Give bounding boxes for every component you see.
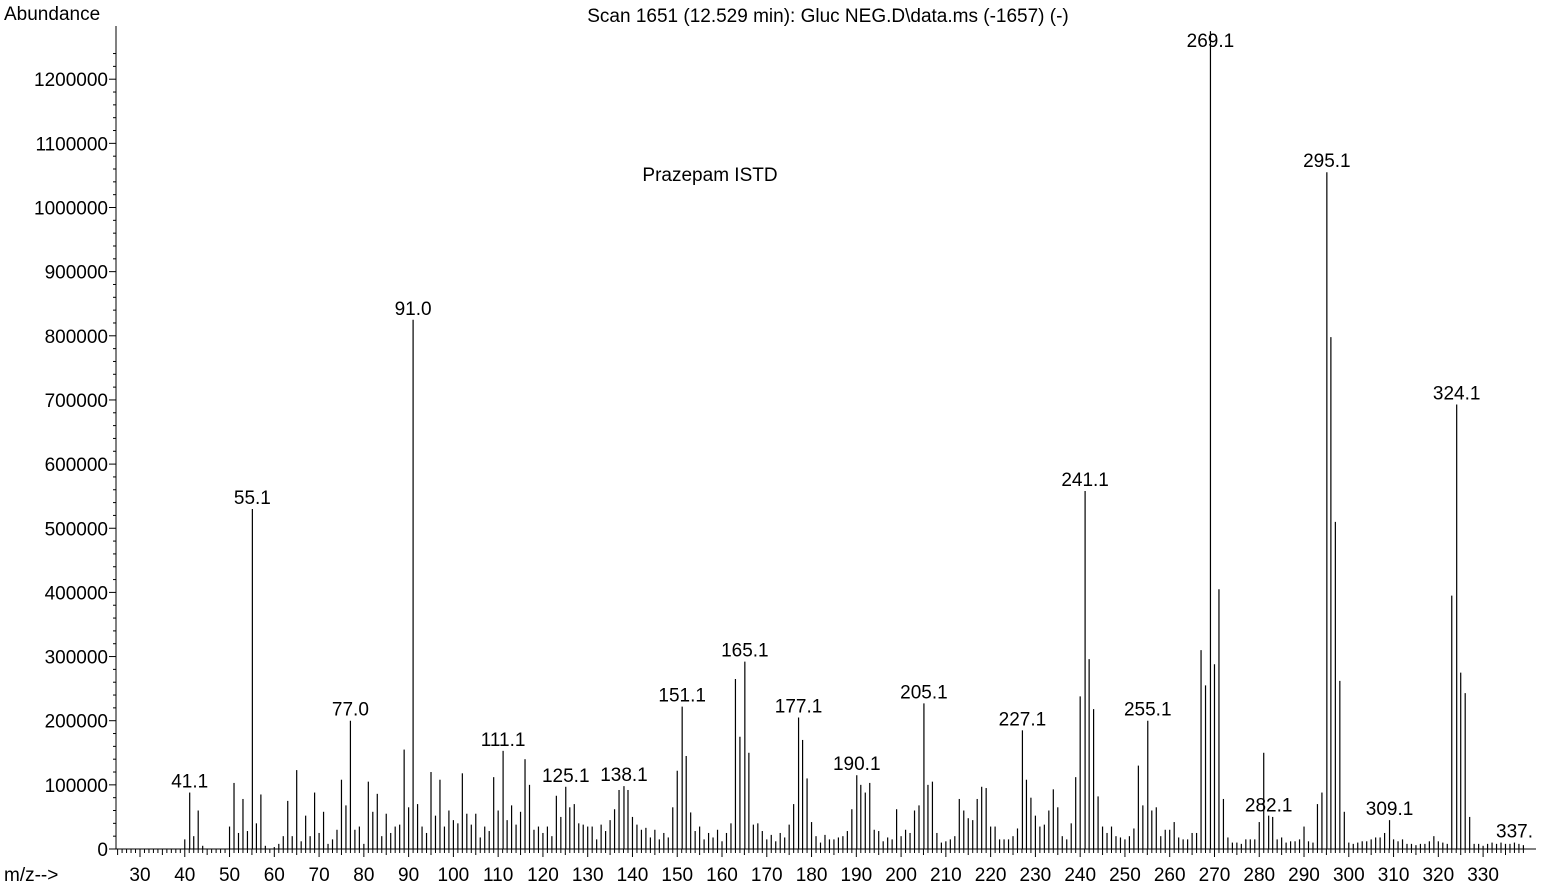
- peak-label: 177.1: [775, 696, 823, 717]
- x-tick-label: 130: [572, 865, 604, 886]
- peak-label: 205.1: [900, 682, 948, 703]
- x-tick-label: 110: [483, 865, 513, 886]
- peak-label: 165.1: [721, 641, 769, 662]
- y-tick-label: 200000: [45, 712, 108, 733]
- x-tick-label: 200: [885, 865, 917, 886]
- x-tick-label: 160: [706, 865, 738, 886]
- x-axis-label: m/z-->: [4, 865, 58, 886]
- x-tick-label: 80: [353, 865, 374, 886]
- x-tick-label: 280: [1243, 865, 1275, 886]
- x-tick-label: 150: [661, 865, 693, 886]
- peak-label: 138.1: [600, 765, 648, 786]
- peak-label: 255.1: [1124, 700, 1172, 721]
- peak-labels: 41.1 55.1 77.0 91.0 111.1 125.1 138.1 151.1 165.…: [171, 31, 1533, 843]
- y-tick-label: 1000000: [34, 199, 108, 220]
- peak-label: 324.1: [1433, 383, 1481, 404]
- peak-label: 91.0: [395, 299, 432, 320]
- peak-label: 282.1: [1245, 796, 1293, 817]
- y-tick-label: 400000: [45, 583, 108, 604]
- peak-label: 41.1: [171, 772, 208, 793]
- x-tick-label: 190: [840, 865, 872, 886]
- y-tick-label: 100000: [45, 776, 108, 797]
- x-tick-label: 250: [1109, 865, 1141, 886]
- x-tick-label: 290: [1288, 865, 1320, 886]
- x-tick-label: 270: [1199, 865, 1231, 886]
- x-tick-label: 180: [796, 865, 828, 886]
- x-tick-label: 210: [930, 865, 962, 886]
- x-tick-label: 230: [1020, 865, 1052, 886]
- peak-label: 111.1: [481, 730, 526, 751]
- spectrum-peaks: [184, 31, 1524, 849]
- y-tick-label: 300000: [45, 648, 108, 669]
- x-tick-label: 50: [219, 865, 240, 886]
- peak-label: 269.1: [1187, 31, 1235, 52]
- x-axis: 30 40 50 60 70 80 90 100 110 120 130 140 150 160 170 18…: [116, 848, 1536, 886]
- peak-label: 125.1: [542, 766, 590, 787]
- chart-title: Scan 1651 (12.529 min): Gluc NEG.D\data.…: [587, 6, 1069, 27]
- peak-label: 309.1: [1366, 799, 1414, 820]
- y-tick-label: 900000: [45, 263, 108, 284]
- peak-label: 295.1: [1303, 151, 1351, 172]
- x-tick-label: 170: [751, 865, 783, 886]
- x-tick-label: 140: [617, 865, 649, 886]
- x-tick-label: 120: [527, 865, 559, 886]
- y-tick-label: 1200000: [34, 70, 108, 91]
- x-tick-label: 260: [1154, 865, 1186, 886]
- y-tick-label: 700000: [45, 391, 108, 412]
- y-tick-label: 600000: [45, 455, 108, 476]
- peak-label: 241.1: [1061, 470, 1109, 491]
- y-axis: 0 100000 200000 300000 400000 500000 600000 700…: [34, 26, 117, 861]
- x-tick-label: 330: [1467, 865, 1499, 886]
- x-tick-label: 100: [438, 865, 470, 886]
- x-tick-label: 60: [264, 865, 285, 886]
- x-tick-label: 320: [1422, 865, 1454, 886]
- peak-label: 55.1: [234, 488, 271, 509]
- x-tick-label: 90: [398, 865, 419, 886]
- x-tick-label: 30: [129, 865, 150, 886]
- x-tick-label: 40: [174, 865, 195, 886]
- y-tick-label: 800000: [45, 327, 108, 348]
- x-tick-label: 300: [1333, 865, 1365, 886]
- y-tick-label: 500000: [45, 519, 108, 540]
- x-tick-label: 240: [1064, 865, 1096, 886]
- peak-label: 337.: [1496, 822, 1533, 843]
- y-tick-label: 1100000: [35, 134, 108, 155]
- x-tick-label: 310: [1378, 865, 1410, 886]
- y-tick-label: 0: [97, 840, 108, 861]
- annotation-label: Prazepam ISTD: [642, 165, 777, 186]
- peak-label: 227.1: [999, 709, 1047, 730]
- peak-label: 190.1: [833, 754, 881, 775]
- peak-label: 151.1: [658, 686, 706, 707]
- peak-label: 77.0: [332, 700, 369, 721]
- x-tick-label: 220: [975, 865, 1007, 886]
- x-tick-label: 70: [309, 865, 330, 886]
- y-axis-label: Abundance: [4, 4, 100, 25]
